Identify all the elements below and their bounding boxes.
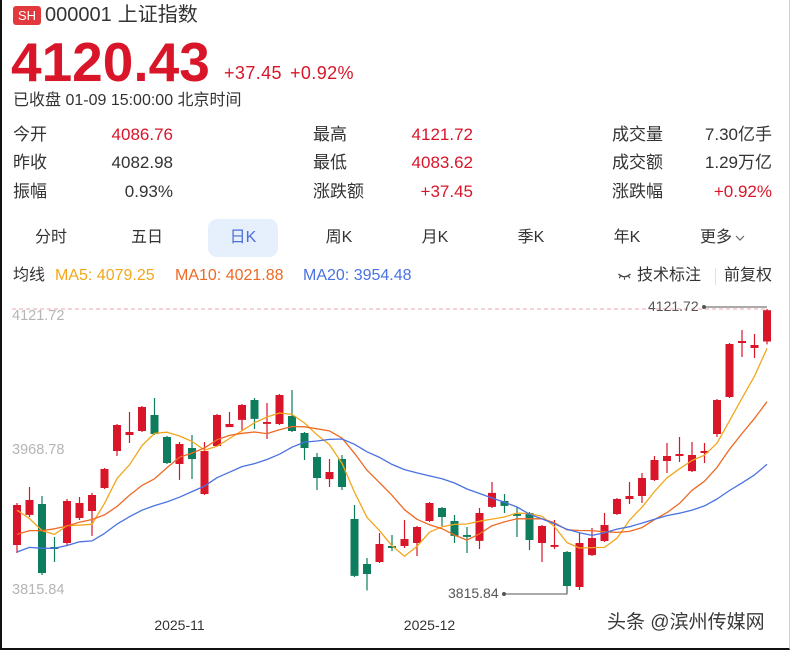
- watermark: 头条 @滨州传媒网: [607, 612, 765, 633]
- stat-low: 最低 4083.62: [313, 149, 473, 177]
- tab-intraday[interactable]: 分时: [3, 219, 99, 257]
- tab-label: 年K: [613, 229, 641, 246]
- index-name: 上证指数: [117, 4, 198, 26]
- stat-label: 振幅: [13, 182, 47, 201]
- last-price: 4120.43: [11, 31, 210, 93]
- adjust-mode-button[interactable]: 前复权: [724, 267, 773, 284]
- tab-monthly-k[interactable]: 月K: [387, 219, 483, 257]
- stat-label: 成交额: [612, 153, 663, 172]
- tab-label: 日K: [207, 219, 279, 257]
- stat-label: 昨收: [13, 153, 47, 172]
- low-price-marker-label: 3815.84: [448, 585, 499, 601]
- tab-label: 五日: [130, 229, 163, 246]
- stat-change-amount: 涨跌额 +37.45: [313, 178, 473, 206]
- change-percent: +0.92%: [289, 63, 354, 83]
- stats-row: 振幅 0.93% 涨跌额 +37.45 涨跌幅 +0.92%: [0, 178, 790, 206]
- x-axis-label: 2025-11: [154, 617, 205, 633]
- chevron-down-icon: [735, 235, 745, 241]
- high-price-marker-label: 4121.72: [648, 298, 699, 314]
- stats-row: 昨收 4082.98 最低 4083.62 成交额 1.29万亿: [0, 149, 790, 177]
- stat-turnover: 成交额 1.29万亿: [612, 149, 772, 177]
- tech-annotation-label: 技术标注: [637, 267, 702, 284]
- stat-amplitude: 振幅 0.93%: [13, 178, 173, 206]
- tab-label: 分时: [34, 229, 67, 246]
- stat-label: 涨跌额: [313, 182, 364, 201]
- stat-change-percent: 涨跌幅 +0.92%: [612, 178, 772, 206]
- stat-label: 最高: [313, 125, 347, 144]
- y-axis-label-mid: 3968.78: [12, 442, 65, 458]
- index-title: 000001 上证指数: [45, 2, 198, 28]
- ma-legend-label: 均线: [13, 267, 46, 284]
- tech-annotation-toggle[interactable]: 技术标注: [617, 266, 701, 286]
- stat-prev-close: 昨收 4082.98: [13, 149, 173, 177]
- tab-label: 更多: [699, 229, 732, 246]
- stat-volume: 成交量 7.30亿手: [612, 121, 772, 149]
- eye-closed-icon: [618, 273, 631, 280]
- toolbar-divider: [715, 268, 716, 285]
- y-axis-label-max: 4121.72: [12, 308, 65, 324]
- stat-value: +37.45: [420, 182, 473, 201]
- period-tabs: 分时 五日 日K 周K 月K 季K 年K 更多: [3, 219, 771, 257]
- price-change: +37.45 +0.92%: [224, 62, 354, 84]
- ma10-legend: MA10: 4021.88: [175, 267, 284, 284]
- tab-label: 季K: [517, 229, 545, 246]
- tab-label: 月K: [421, 229, 449, 246]
- stats-row: 今开 4086.76 最高 4121.72 成交量 7.30亿手: [0, 121, 790, 149]
- change-amount: +37.45: [224, 63, 282, 83]
- tab-more[interactable]: 更多: [675, 219, 771, 257]
- tab-five-day[interactable]: 五日: [99, 219, 195, 257]
- stat-value: 4121.72: [411, 125, 473, 144]
- stat-high: 最高 4121.72: [313, 121, 473, 149]
- tab-yearly-k[interactable]: 年K: [579, 219, 675, 257]
- market-status: 已收盘 01-09 15:00:00 北京时间: [13, 92, 242, 109]
- tab-more-label: 更多: [678, 219, 768, 257]
- stat-label: 成交量: [612, 125, 663, 144]
- stat-open: 今开 4086.76: [13, 121, 173, 149]
- stat-value: 1.29万亿: [704, 153, 772, 172]
- tab-daily-k[interactable]: 日K: [195, 219, 291, 257]
- stat-value: 4083.62: [411, 153, 473, 172]
- x-axis-label: 2025-12: [403, 617, 456, 633]
- ma5-legend: MA5: 4079.25: [55, 267, 155, 284]
- stat-value: +0.92%: [713, 182, 772, 201]
- kline-chart-area[interactable]: [2, 296, 788, 602]
- stat-value: 4086.76: [111, 125, 173, 144]
- index-code: 000001: [45, 4, 112, 26]
- stat-value: 0.93%: [124, 182, 173, 201]
- market-badge: SH: [13, 6, 41, 25]
- y-axis-label-min: 3815.84: [12, 582, 65, 598]
- stat-value: 7.30亿手: [704, 125, 772, 144]
- stat-label: 涨跌幅: [612, 182, 663, 201]
- stat-label: 最低: [313, 153, 347, 172]
- tab-quarterly-k[interactable]: 季K: [483, 219, 579, 257]
- stat-label: 今开: [13, 125, 47, 144]
- stat-value: 4082.98: [111, 153, 173, 172]
- ma20-legend: MA20: 3954.48: [303, 267, 412, 284]
- tab-weekly-k[interactable]: 周K: [291, 219, 387, 257]
- tab-label: 周K: [325, 229, 353, 246]
